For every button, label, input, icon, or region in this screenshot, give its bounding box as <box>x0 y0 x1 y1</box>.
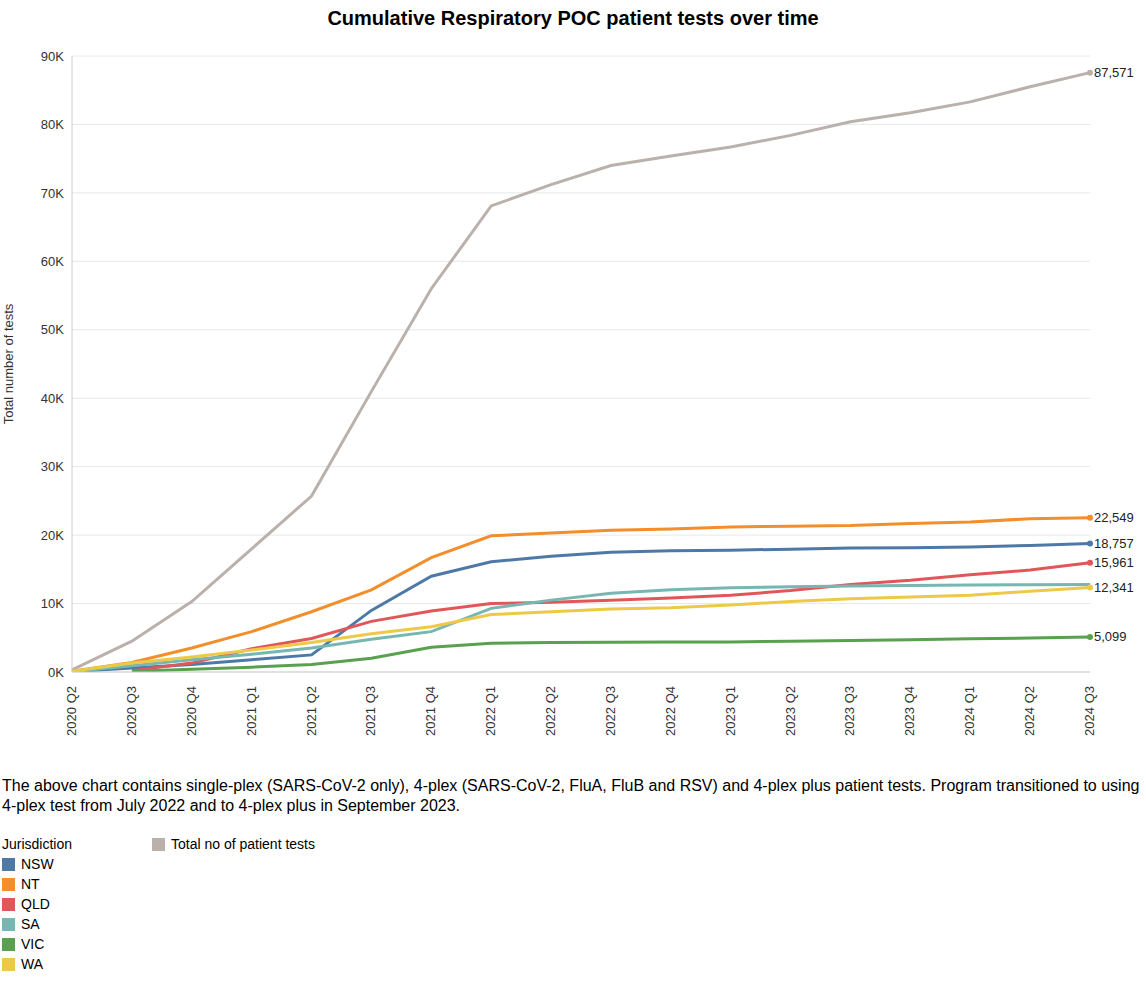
svg-text:15,961: 15,961 <box>1094 555 1134 570</box>
svg-text:80K: 80K <box>41 117 64 132</box>
svg-text:2024 Q2: 2024 Q2 <box>1022 686 1037 736</box>
svg-text:2023 Q3: 2023 Q3 <box>842 686 857 736</box>
svg-text:2023 Q4: 2023 Q4 <box>902 686 917 736</box>
svg-text:2021 Q4: 2021 Q4 <box>423 686 438 736</box>
html-text:Jurisdiction: Jurisdiction <box>2 836 72 852</box>
svg-text:Total number of tests: Total number of tests <box>8 303 16 424</box>
svg-text:22,549: 22,549 <box>1094 510 1134 525</box>
svg-text:2022 Q1: 2022 Q1 <box>483 686 498 736</box>
svg-text:2020 Q4: 2020 Q4 <box>184 686 199 736</box>
svg-text:2024 Q1: 2024 Q1 <box>962 686 977 736</box>
svg-text:2024 Q3: 2024 Q3 <box>1082 686 1097 736</box>
html-text:QLD: QLD <box>21 896 50 912</box>
svg-text:2022 Q3: 2022 Q3 <box>603 686 618 736</box>
svg-text:30K: 30K <box>41 459 64 474</box>
svg-text:70K: 70K <box>41 186 64 201</box>
svg-text:2021 Q3: 2021 Q3 <box>363 686 378 736</box>
svg-text:2021 Q1: 2021 Q1 <box>244 686 259 736</box>
html-text:WA: WA <box>21 956 43 972</box>
svg-text:2022 Q4: 2022 Q4 <box>663 686 678 736</box>
svg-text:40K: 40K <box>41 391 64 406</box>
svg-text:2021 Q2: 2021 Q2 <box>304 686 319 736</box>
html-text:VIC: VIC <box>21 936 45 952</box>
svg-text:2022 Q2: 2022 Q2 <box>543 686 558 736</box>
html-text:SA: SA <box>21 916 40 932</box>
html-text:NT: NT <box>21 876 40 892</box>
svg-text:0K: 0K <box>48 665 64 680</box>
svg-text:10K: 10K <box>41 596 64 611</box>
svg-text:18,757: 18,757 <box>1094 536 1134 551</box>
svg-text:12,341: 12,341 <box>1094 580 1134 595</box>
svg-text:87,571: 87,571 <box>1094 65 1134 80</box>
svg-text:5,099: 5,099 <box>1094 629 1127 644</box>
html-text:NSW: NSW <box>21 856 54 872</box>
svg-text:60K: 60K <box>41 254 64 269</box>
html-text:The above chart contains singl: The above chart contains single-plex (SA… <box>2 777 1140 814</box>
svg-text:2023 Q1: 2023 Q1 <box>723 686 738 736</box>
html-text:Cumulative Respiratory POC pat: Cumulative Respiratory POC patient tests… <box>327 7 819 29</box>
svg-text:2020 Q2: 2020 Q2 <box>64 686 79 736</box>
svg-text:2020 Q3: 2020 Q3 <box>124 686 139 736</box>
svg-text:50K: 50K <box>41 322 64 337</box>
html-text:Total no of patient tests: Total no of patient tests <box>171 836 315 852</box>
svg-text:90K: 90K <box>41 49 64 64</box>
svg-text:20K: 20K <box>41 528 64 543</box>
svg-text:2023 Q2: 2023 Q2 <box>783 686 798 736</box>
